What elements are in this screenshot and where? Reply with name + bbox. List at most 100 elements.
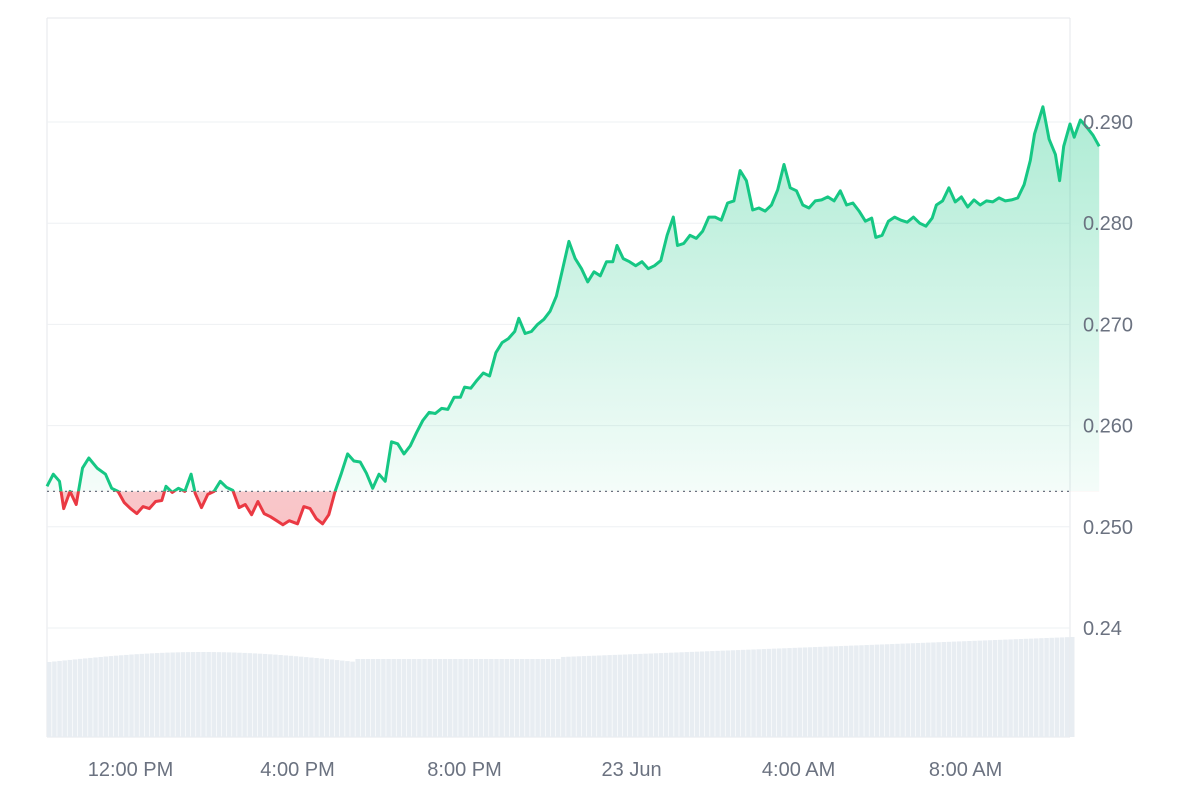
volume-bar [396,659,402,737]
volume-bar [1028,638,1034,737]
volume-bar [422,659,427,737]
volume-bar [514,659,520,737]
volume-bar [530,659,535,737]
volume-bar [838,646,844,737]
volume-bar [319,658,324,737]
volume-bar [956,641,962,737]
volume-bar [576,656,582,737]
volume-bar [669,652,674,737]
volume-bar [1044,638,1049,737]
volume-bar [684,652,689,737]
volume-bar [1064,637,1070,737]
volume-bar [411,659,417,737]
volume-bar [633,654,638,737]
volume-bar [175,652,181,737]
volume-bar [1054,637,1060,737]
volume-bar [88,657,93,737]
volume-bar [257,653,263,737]
volume-bar [674,652,679,737]
volume-bar [304,657,309,737]
volume-bar [324,659,330,737]
volume-bar [47,662,52,737]
volume-bar [648,653,653,737]
volume-bar [823,646,828,737]
y-tick-label: 0.280 [1083,213,1133,235]
volume-bar [118,655,124,737]
area-above-baseline [47,106,1100,492]
x-tick-label: 8:00 PM [427,759,501,781]
volume-bar [57,660,62,737]
volume-bar [103,656,109,737]
volume-bar [746,649,751,737]
volume-bar [345,661,350,737]
volume-bar [854,645,859,737]
volume-bar [108,656,114,737]
volume-bar [165,652,170,737]
volume-bar [478,659,484,737]
volume-bar [735,650,741,737]
volume-bar [566,656,571,737]
volume-bar [771,648,777,737]
y-tick-label: 0.270 [1083,314,1133,336]
volume-bar [278,655,283,737]
volume-bar [463,659,468,737]
volume-bar [951,641,957,737]
volume-bar [391,659,396,737]
volume-bar [597,655,602,737]
volume-bar [252,653,258,737]
x-tick-label: 8:00 AM [929,759,1002,781]
volume-bar [211,652,217,737]
volume-bar [581,656,587,737]
volume-bar [848,645,854,737]
volume-bar [417,659,422,737]
volume-bar [52,661,57,737]
volume-bar [879,644,885,737]
volume-bar [931,642,936,737]
volume-bar [499,659,504,737]
volume-bar [561,656,566,737]
volume-bar [144,653,150,737]
volume-bar [283,655,288,737]
volume-bar [720,650,725,737]
volume-bar [962,641,967,737]
volume-bar [946,641,952,737]
volume-bar [895,643,900,737]
volume-bar [869,644,875,737]
volume-bar [920,642,926,737]
volume-bar [77,658,83,737]
volume-bar [828,646,833,737]
x-tick-label: 4:00 AM [762,759,835,781]
volume-bar [376,659,381,737]
volume-bar [154,653,160,737]
volume-bar [509,659,515,737]
volume-bar [807,647,813,737]
volume-bar [1008,639,1013,737]
volume-bar [1018,639,1024,737]
price-line-up [45,105,1101,492]
volume-bar [679,652,684,737]
volume-bar [206,652,211,737]
price-lines [45,105,1101,527]
volume-bar [525,659,530,737]
volume-bar [699,651,705,737]
volume-bar [309,657,314,737]
volume-bar [226,652,232,737]
volume-bar [761,649,767,737]
volume-bar [874,644,880,737]
volume-bar [751,649,756,737]
volume-bar [170,652,175,737]
volume-bar [124,654,129,737]
volume-bar [694,651,700,737]
volume-bar [447,659,453,737]
volume-bar [910,643,916,737]
volume-bar [381,659,386,737]
volume-bar [833,646,839,737]
volume-bar [134,654,139,737]
volume-bar [545,659,551,737]
volume-bar [72,659,78,737]
volume-bar [812,647,818,737]
volume-bar [818,646,823,737]
volume-bar [900,643,905,737]
volume-bar [1013,639,1018,737]
